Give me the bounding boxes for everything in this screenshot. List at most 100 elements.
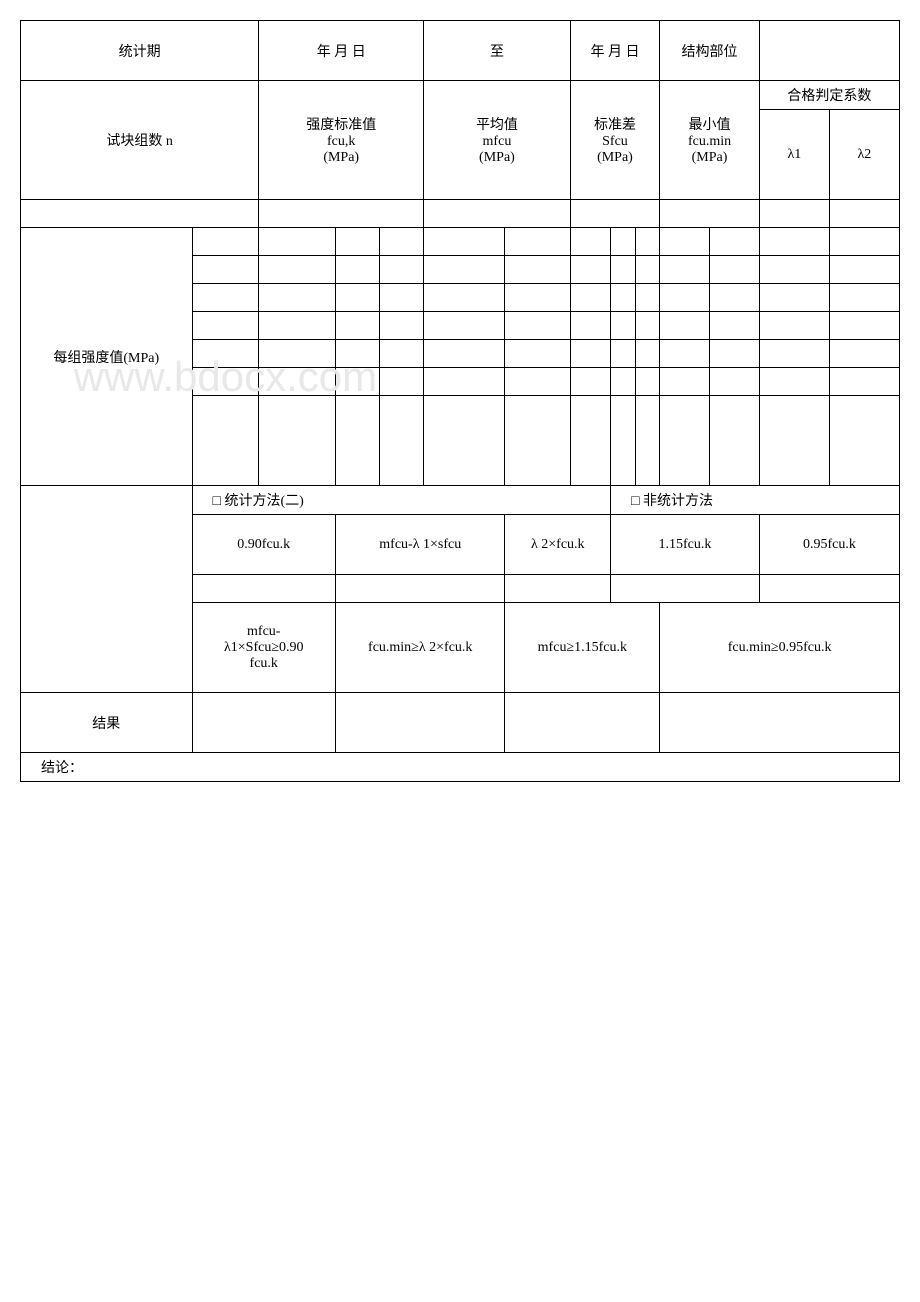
cell [829, 368, 899, 396]
cell [380, 396, 424, 486]
cell [635, 256, 660, 284]
cell [192, 340, 259, 368]
cell [192, 284, 259, 312]
cell [259, 340, 336, 368]
text: (MPa) [666, 150, 753, 166]
cell [710, 256, 760, 284]
table-row: 每组强度值(MPa) [21, 228, 900, 256]
cell [829, 312, 899, 340]
lambda2: λ2 [829, 110, 899, 200]
cell [380, 340, 424, 368]
formula-b: mfcu-λ 1×sfcu [335, 515, 505, 575]
cell [660, 368, 710, 396]
cell [424, 284, 505, 312]
cell [759, 228, 829, 256]
cell [335, 228, 379, 256]
table-row: □ 统计方法(二) □ 非统计方法 [21, 486, 900, 515]
label-result: 结果 [21, 693, 193, 753]
cell [611, 256, 636, 284]
cell [710, 284, 760, 312]
date-end: 年 月 日 [570, 21, 659, 81]
cell [505, 284, 570, 312]
col-avg: 平均值 mfcu (MPa) [424, 81, 571, 200]
cell [829, 256, 899, 284]
cell [505, 256, 570, 284]
cell [611, 228, 636, 256]
cell [505, 312, 570, 340]
cell [635, 312, 660, 340]
cell [335, 284, 379, 312]
cell [570, 368, 610, 396]
cell [259, 256, 336, 284]
cell [660, 200, 760, 228]
cell [380, 256, 424, 284]
cell [759, 575, 899, 603]
cell [611, 340, 636, 368]
cell [635, 368, 660, 396]
condition-2: fcu.min≥λ 2×fcu.k [335, 603, 505, 693]
cell [259, 284, 336, 312]
formula-e: 0.95fcu.k [759, 515, 899, 575]
text: (MPa) [265, 150, 417, 166]
label-struct-part: 结构部位 [660, 21, 760, 81]
cell [759, 340, 829, 368]
cell [570, 200, 659, 228]
cell [660, 693, 900, 753]
table-row: 试块组数 n 强度标准值 fcu,k (MPa) 平均值 mfcu (MPa) … [21, 81, 900, 110]
cell [759, 368, 829, 396]
cell [424, 312, 505, 340]
cell [424, 368, 505, 396]
cell [380, 284, 424, 312]
cell [611, 312, 636, 340]
cell [611, 368, 636, 396]
cell [660, 312, 710, 340]
cell [710, 340, 760, 368]
cell: www.bdocx.com [192, 368, 259, 396]
cell [192, 396, 259, 486]
cell [335, 312, 379, 340]
cell [21, 200, 259, 228]
text: fcu,k [265, 134, 417, 150]
cell [710, 368, 760, 396]
cell [660, 228, 710, 256]
cell [424, 396, 505, 486]
main-table: 统计期 年 月 日 至 年 月 日 结构部位 试块组数 n 强度标准值 fcu,… [20, 20, 900, 782]
text: 标准差 [577, 114, 653, 134]
formula-d: 1.15fcu.k [611, 515, 760, 575]
cell [505, 228, 570, 256]
cell [660, 340, 710, 368]
cell [259, 200, 424, 228]
table-row: 统计期 年 月 日 至 年 月 日 结构部位 [21, 21, 900, 81]
cell [335, 340, 379, 368]
text: 平均值 [430, 114, 564, 134]
label-group-strength: 每组强度值(MPa) [21, 228, 193, 486]
text: mfcu [430, 134, 564, 150]
cell [335, 575, 505, 603]
cell [380, 228, 424, 256]
method-nonstat: □ 非统计方法 [611, 486, 900, 515]
cell [710, 396, 760, 486]
cell [635, 284, 660, 312]
cell [259, 228, 336, 256]
text: 强度标准值 [265, 114, 417, 134]
cell [424, 256, 505, 284]
cell [505, 693, 660, 753]
cell [660, 284, 710, 312]
cell [710, 312, 760, 340]
cell [335, 256, 379, 284]
condition-4: fcu.min≥0.95fcu.k [660, 603, 900, 693]
cell [829, 396, 899, 486]
cell [635, 340, 660, 368]
cell [335, 368, 379, 396]
formula-a: 0.90fcu.k [192, 515, 335, 575]
cell [759, 200, 829, 228]
struct-part-value [759, 21, 899, 81]
cell [759, 396, 829, 486]
cell [570, 396, 610, 486]
cell [424, 228, 505, 256]
cell [635, 396, 660, 486]
cell [829, 200, 899, 228]
cell [611, 284, 636, 312]
cell [192, 693, 335, 753]
document-page: 统计期 年 月 日 至 年 月 日 结构部位 试块组数 n 强度标准值 fcu,… [20, 20, 900, 782]
